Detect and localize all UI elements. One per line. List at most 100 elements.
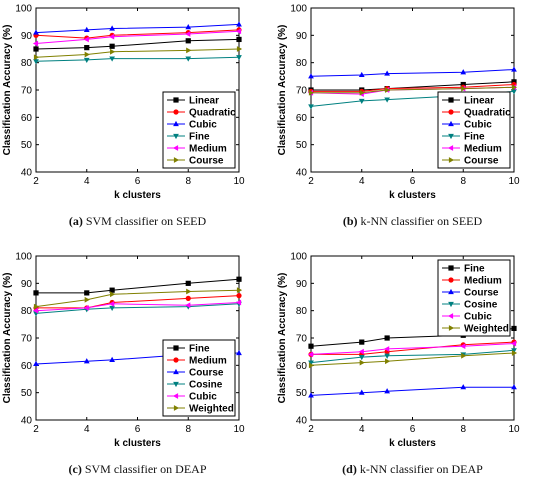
data-point-course — [33, 54, 40, 61]
y-tick-label: 50 — [296, 140, 308, 151]
legend-entry-medium: Medium — [189, 144, 227, 155]
data-point-fine — [84, 290, 90, 296]
y-tick-label: 40 — [296, 168, 308, 179]
data-point-cubic — [236, 21, 242, 27]
data-point-cubic — [185, 24, 192, 30]
caption-d: (d) k-NN classifier on DEAP — [275, 462, 550, 477]
y-tick-label: 40 — [296, 416, 308, 427]
legend-marker — [448, 325, 455, 331]
legend-entry-fine: Fine — [189, 344, 210, 355]
legend-entry-cubic: Cubic — [189, 392, 217, 403]
data-point-weighted — [110, 291, 116, 298]
legend-marker — [173, 368, 179, 375]
data-point-fine — [359, 339, 365, 345]
data-point-course — [385, 87, 391, 93]
data-point-weighted — [385, 358, 391, 365]
y-tick-label: 60 — [21, 113, 33, 124]
caption-b-label: (b) — [342, 214, 358, 228]
y-tick-label: 90 — [296, 31, 308, 42]
data-point-course — [384, 388, 390, 394]
x-tick-label: 8 — [460, 176, 466, 187]
legend-box — [437, 91, 511, 169]
series-line-cubic — [35, 302, 240, 312]
data-point-weighted — [359, 359, 365, 366]
legend-marker — [448, 265, 454, 271]
legend-entry-linear: Linear — [189, 96, 219, 107]
data-point-course — [358, 389, 365, 395]
data-point-cubic — [109, 300, 115, 307]
data-point-linear — [109, 43, 115, 49]
legend-box — [162, 91, 236, 169]
data-point-cubic — [109, 25, 115, 31]
y-axis-label: Classification Accuracy (%) — [2, 25, 13, 156]
y-tick-label: 100 — [15, 252, 32, 263]
data-point-course — [186, 47, 192, 54]
legend-marker — [448, 120, 454, 127]
y-axis-label: Classification Accuracy (%) — [277, 25, 288, 156]
y-tick-label: 50 — [21, 140, 33, 151]
data-point-course — [33, 360, 39, 367]
caption-a-label: (a) — [68, 214, 83, 228]
data-point-cubic — [235, 299, 242, 306]
legend-entry-quadratic: Quadratic — [464, 108, 511, 119]
data-point-course — [236, 349, 242, 356]
data-point-cubic — [460, 69, 467, 75]
data-point-fine — [185, 280, 191, 286]
data-point-course — [511, 384, 517, 390]
data-point-cubic — [460, 343, 466, 350]
data-point-weighted — [308, 362, 315, 369]
x-tick-label: 4 — [359, 424, 365, 435]
x-tick-label: 4 — [359, 176, 365, 187]
y-tick-label: 90 — [21, 31, 33, 42]
y-tick-label: 60 — [296, 361, 308, 372]
legend-entry-medium: Medium — [464, 144, 502, 155]
data-point-course — [308, 392, 314, 398]
data-point-course — [511, 84, 518, 91]
data-point-linear — [185, 38, 191, 44]
legend-entry-medium: Medium — [464, 276, 502, 287]
legend-marker — [173, 97, 179, 103]
chart-3: 40 50 60 70 80 90 100 2 4 6 8 10 k clusters Classific… — [277, 252, 520, 450]
series-line-course — [310, 386, 514, 396]
y-tick-label: 80 — [21, 58, 33, 69]
y-tick-label: 70 — [296, 86, 308, 97]
legend-marker — [448, 157, 455, 163]
x-tick-label: 6 — [410, 424, 416, 435]
legend-marker — [447, 145, 454, 151]
caption-a-text: SVM classifier on SEED — [85, 214, 207, 228]
legend-marker — [173, 133, 179, 140]
caption-c: (c) SVM classifier on DEAP — [0, 462, 275, 477]
data-point-cubic — [83, 26, 90, 32]
data-point-fine — [109, 287, 115, 293]
legend-marker — [448, 109, 454, 115]
y-tick-label: 100 — [15, 4, 32, 15]
data-point-course — [460, 384, 467, 390]
legend-marker — [448, 97, 454, 103]
y-tick-label: 70 — [296, 334, 308, 345]
legend-marker — [172, 393, 179, 399]
data-point-cubic — [307, 351, 314, 358]
legend-marker — [173, 405, 180, 411]
data-point-fine — [384, 97, 390, 103]
legend-entry-fine: Fine — [464, 132, 485, 143]
x-tick-label: 10 — [508, 424, 520, 435]
data-point-course — [236, 46, 243, 52]
data-point-fine — [511, 89, 517, 95]
series-line-cubic — [310, 69, 515, 77]
series-line-medium — [36, 295, 240, 309]
x-tick-label: 4 — [84, 176, 90, 187]
data-point-linear — [236, 36, 242, 43]
y-tick-label: 60 — [296, 113, 308, 124]
data-point-cubic — [358, 348, 364, 355]
x-tick-label: 2 — [33, 424, 39, 435]
legend-entry-cubic: Cubic — [464, 120, 492, 131]
data-point-cosine — [308, 360, 314, 366]
data-point-course — [110, 48, 116, 55]
data-point-fine — [236, 55, 242, 61]
data-point-medium — [236, 293, 242, 299]
y-tick-label: 80 — [296, 306, 308, 317]
data-point-fine — [83, 57, 90, 64]
